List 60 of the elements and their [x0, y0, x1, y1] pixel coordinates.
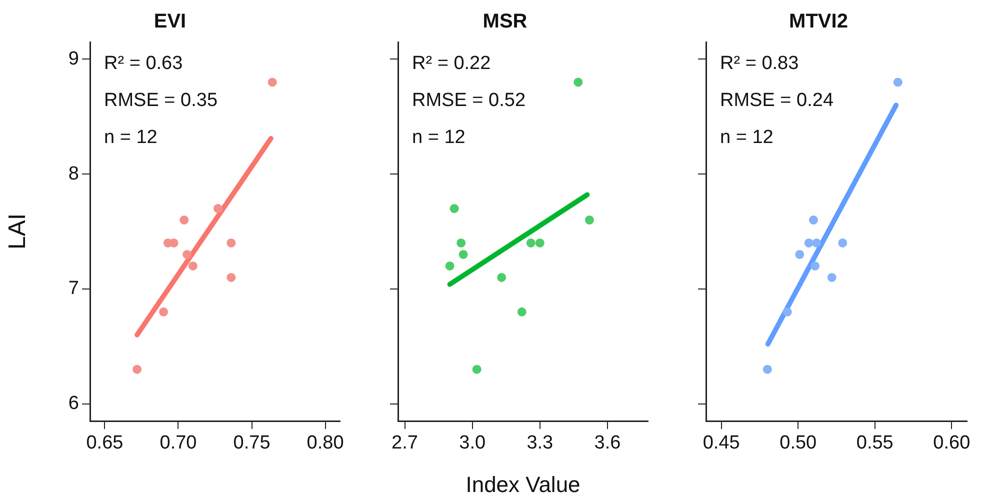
annotation: R² = 0.22: [412, 53, 491, 74]
point: [213, 204, 222, 214]
chart-title: EVI: [154, 10, 186, 33]
point: [268, 78, 277, 87]
y-tick-label: 9: [68, 48, 79, 70]
point: [226, 238, 236, 248]
point: [497, 272, 506, 282]
point: [450, 204, 459, 214]
point: [526, 238, 536, 248]
x-tick-label: 3.0: [459, 432, 486, 454]
point: [804, 238, 814, 248]
point: [458, 250, 468, 259]
chart-title: MSR: [482, 10, 528, 33]
x-tick-label: 0.60: [933, 432, 970, 454]
point: [445, 261, 454, 270]
x-tick-label: 0.55: [856, 432, 894, 454]
x-tick-label: 0.80: [306, 432, 344, 454]
point: [132, 364, 142, 374]
point: [182, 250, 192, 259]
annotation: R² = 0.83: [720, 53, 799, 74]
x-tick-label: 3.6: [594, 432, 621, 454]
point: [762, 364, 772, 374]
annotation: n = 12: [104, 127, 158, 148]
y-tick-label: 7: [68, 278, 79, 300]
point: [574, 78, 583, 87]
point: [810, 261, 820, 270]
point: [782, 307, 792, 316]
annotation: RMSE = 0.35: [104, 90, 218, 112]
y-axis-title: LAI: [4, 213, 32, 250]
x-tick-label: 0.50: [780, 432, 817, 454]
point: [827, 272, 836, 282]
annotation: RMSE = 0.24: [720, 90, 834, 112]
y-tick-label: 8: [68, 163, 79, 184]
point: [893, 78, 902, 87]
point: [812, 238, 822, 248]
point: [808, 216, 818, 225]
annotation: RMSE = 0.52: [412, 90, 526, 112]
point: [535, 238, 544, 248]
x-tick-label: 0.70: [160, 432, 197, 454]
annotation: n = 12: [412, 127, 466, 148]
x-tick-label: 0.65: [86, 432, 124, 454]
point: [159, 307, 168, 316]
point: [584, 216, 594, 225]
point: [472, 364, 482, 374]
point: [456, 238, 466, 248]
point: [838, 238, 848, 248]
annotation: n = 12: [720, 127, 774, 148]
chart-title: MTVI2: [789, 10, 848, 33]
point: [226, 272, 236, 282]
x-tick-label: 0.75: [233, 432, 270, 454]
x-tick-label: 2.7: [392, 432, 418, 454]
point: [188, 261, 198, 270]
y-tick-label: 6: [68, 393, 79, 414]
x-tick-label: 3.3: [526, 432, 554, 454]
point: [180, 216, 189, 225]
annotation: R² = 0.63: [104, 53, 183, 74]
point: [795, 250, 804, 259]
x-axis-title: Index Value: [466, 472, 580, 497]
point: [517, 307, 526, 316]
x-tick-label: 0.45: [702, 432, 740, 454]
